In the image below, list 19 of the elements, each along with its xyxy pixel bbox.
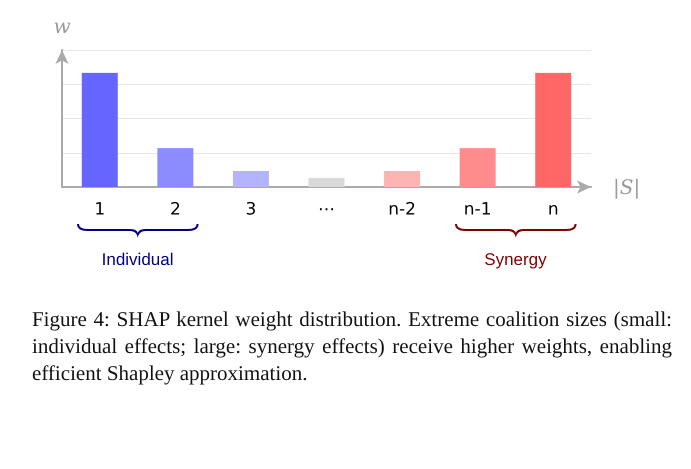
caption: Figure 4: SHAP kernel weight distribution. Extreme coalition sizes (small: individual effects; large: synergy effects) receive higher weights, enabling efficient Shapley approximation. <box>32 306 672 387</box>
bar <box>384 171 420 187</box>
x-tick-label: 2 <box>170 200 181 220</box>
bar <box>232 171 269 187</box>
text: Individual <box>102 250 174 270</box>
y-axis-title: w <box>53 14 71 38</box>
x-tick-label: 1 <box>94 200 106 220</box>
x-tick-label: n <box>548 200 559 220</box>
x-tick-label: 3 <box>246 200 256 220</box>
bar <box>460 148 496 187</box>
x-axis-title: |S| <box>613 175 640 199</box>
text: Synergy <box>484 250 547 270</box>
bar <box>157 148 194 187</box>
x-tick-label: n-2 <box>388 200 416 220</box>
bar <box>82 72 118 187</box>
x-tick-label: n-1 <box>464 200 492 220</box>
x-tick-label: ⋯ <box>318 200 335 220</box>
bar <box>535 72 572 187</box>
bar <box>308 178 344 187</box>
